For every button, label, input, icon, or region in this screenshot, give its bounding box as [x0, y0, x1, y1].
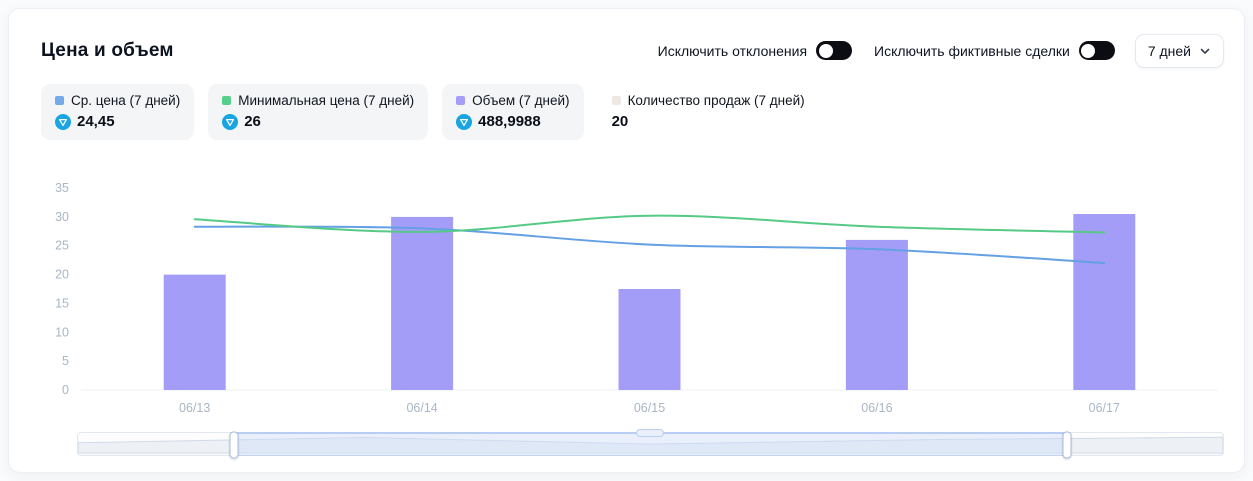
toggle-group: Исключить отклонения Исключить фиктивные …	[658, 41, 1115, 60]
chevron-down-icon	[1200, 48, 1210, 54]
zoom-slider-track[interactable]	[77, 429, 1224, 458]
price-volume-card: Цена и объем Исключить отклонения Исключи…	[8, 8, 1245, 473]
x-tick-label: 06/17	[1089, 401, 1120, 415]
period-select-value: 7 дней	[1147, 42, 1191, 59]
toggle-label: Исключить отклонения	[657, 42, 808, 59]
x-tick-label: 06/13	[179, 401, 210, 415]
line-series[interactable]	[193, 214, 1106, 234]
zoom-slider-right-handle[interactable]	[1062, 431, 1072, 458]
legend-label: Ср. цена (7 дней)	[71, 93, 181, 108]
legend-item-min-price[interactable]: Минимальная цена (7 дней) 26	[208, 84, 429, 140]
legend-value: 26	[222, 113, 414, 130]
x-tick-label: 06/16	[861, 401, 892, 415]
legend-row: Ср. цена (7 дней) 24,45 Минимальная цена (…	[41, 84, 1224, 140]
x-tick-label: 06/15	[634, 401, 665, 415]
currency-gem-icon	[222, 113, 239, 130]
zoom-slider-window[interactable]	[229, 429, 1072, 458]
y-tick-label: 30	[55, 210, 69, 224]
y-tick-label: 25	[55, 239, 69, 253]
legend-value: 488,9988	[456, 113, 569, 130]
volume-bar[interactable]	[845, 239, 908, 390]
legend-value: 24,45	[55, 113, 180, 130]
legend-marker	[55, 96, 64, 105]
zoom-slider-silhouette	[78, 436, 1223, 454]
volume-bar[interactable]	[618, 289, 681, 390]
toggle-knob	[818, 43, 833, 58]
y-tick-label: 10	[55, 325, 69, 339]
volume-bar[interactable]	[391, 216, 454, 390]
currency-gem-icon	[456, 113, 473, 130]
toggle-switch-exclude-fake-trades[interactable]	[1078, 41, 1115, 60]
zoom-slider-move-grip[interactable]	[636, 429, 665, 437]
legend-value-text: 20	[611, 113, 629, 130]
slider-data-silhouette	[78, 436, 1223, 454]
y-tick-label: 5	[62, 354, 69, 368]
legend-marker	[222, 96, 232, 105]
x-tick-label: 06/14	[406, 401, 437, 415]
legend-item-header: Объем (7 дней)	[456, 93, 570, 108]
price-volume-chart: 0 5 10 15 20 25 30 35 06/13 06/14 06/15 06/16 06/17	[55, 181, 1218, 415]
legend-value-text: 488,9988	[478, 113, 541, 130]
y-tick-label: 20	[55, 268, 69, 282]
volume-bar[interactable]	[163, 274, 226, 390]
page-title: Цена и объем	[41, 39, 174, 61]
toggle-exclude-fake-trades: Исключить фиктивные сделки	[874, 41, 1115, 60]
zoom-slider-left-handle[interactable]	[229, 431, 239, 458]
header: Цена и объем Исключить отклонения Исключи…	[41, 33, 1224, 68]
legend-label: Объем (7 дней)	[472, 93, 570, 108]
legend-label: Минимальная цена (7 дней)	[238, 93, 415, 108]
legend-item-header: Минимальная цена (7 дней)	[222, 93, 414, 108]
volume-bar[interactable]	[1073, 214, 1136, 390]
toggle-switch-exclude-outliers[interactable]	[816, 41, 853, 60]
toggle-label: Исключить фиктивные сделки	[874, 42, 1070, 59]
legend-item-header: Ср. цена (7 дней)	[55, 93, 180, 108]
y-tick-label: 15	[55, 296, 69, 310]
legend-value-text: 24,45	[77, 113, 115, 130]
legend-marker	[456, 96, 466, 105]
legend-marker	[611, 96, 621, 105]
legend-item-sales-count[interactable]: Количество продаж (7 дней) 20	[598, 84, 819, 140]
legend-item-avg-price[interactable]: Ср. цена (7 дней) 24,45	[41, 84, 195, 140]
toggle-exclude-outliers: Исключить отклонения	[657, 41, 853, 60]
legend-item-volume[interactable]: Объем (7 дней) 488,9988	[442, 84, 584, 140]
currency-gem-icon	[55, 113, 71, 130]
y-tick-label: 35	[55, 181, 69, 195]
chart-area: 0 5 10 15 20 25 30 35 06/13 06/14 06/15 06/16 06/17	[41, 174, 1224, 422]
legend-value: 20	[612, 113, 805, 130]
period-select[interactable]: 7 дней	[1134, 33, 1224, 68]
legend-label: Количество продаж (7 дней)	[627, 93, 805, 108]
header-controls: Исключить отклонения Исключить фиктивные …	[658, 33, 1224, 68]
y-tick-label: 0	[62, 383, 69, 397]
legend-item-header: Количество продаж (7 дней)	[611, 93, 805, 108]
legend-value-text: 26	[244, 113, 261, 130]
line-series[interactable]	[193, 225, 1106, 264]
toggle-knob	[1081, 43, 1096, 58]
